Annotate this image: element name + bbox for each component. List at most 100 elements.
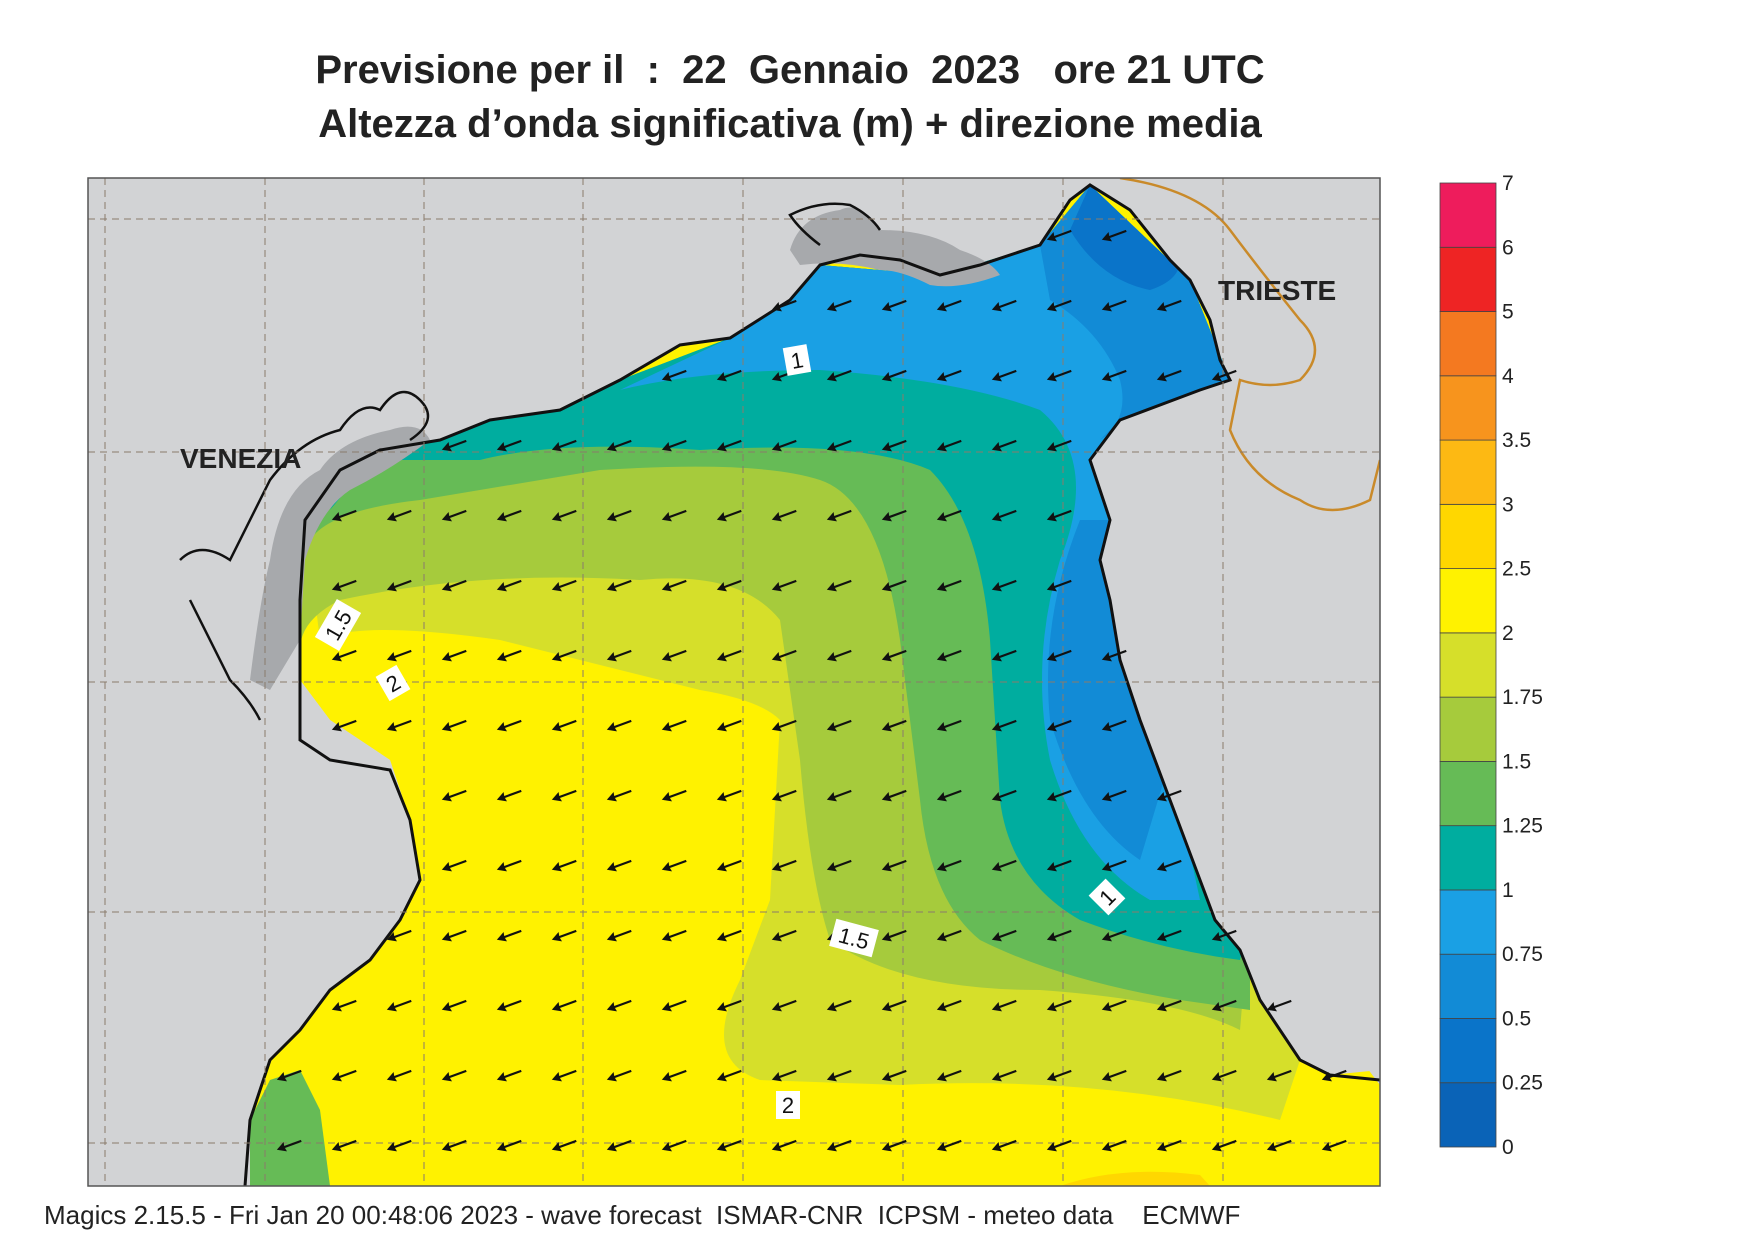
wave-direction-arrow — [606, 509, 632, 522]
city-label-venezia: VENEZIA — [180, 443, 301, 474]
wave-direction-arrow — [1046, 789, 1072, 802]
wave-direction-arrow — [386, 929, 412, 942]
wave-direction-arrow — [551, 509, 577, 522]
wave-direction-arrow — [716, 999, 742, 1012]
wave-direction-arrows — [276, 229, 1347, 1152]
wave-direction-arrow — [1156, 789, 1182, 802]
wave-direction-arrow — [881, 1139, 907, 1152]
wave-direction-arrow — [991, 509, 1017, 522]
wave-direction-arrow — [771, 929, 797, 942]
wave-direction-arrow — [551, 439, 577, 452]
wave-direction-arrow — [1156, 999, 1182, 1012]
legend-swatch — [1439, 503, 1497, 570]
wave-direction-arrow — [496, 1139, 522, 1152]
wave-direction-arrow — [991, 719, 1017, 732]
wave-direction-arrow — [661, 789, 687, 802]
land-northeast — [1070, 178, 1380, 1075]
wave-direction-arrow — [661, 439, 687, 452]
legend-tick-label: 4 — [1502, 365, 1514, 388]
wave-direction-arrow — [551, 719, 577, 732]
wave-direction-arrow — [441, 649, 467, 662]
wave-direction-arrow — [826, 439, 852, 452]
wave-direction-arrow — [276, 1139, 302, 1152]
wave-direction-arrow — [1101, 369, 1127, 382]
national-border — [1119, 178, 1380, 512]
wave-direction-arrow — [771, 859, 797, 872]
wave-direction-arrow — [606, 859, 632, 872]
wave-direction-arrow — [1046, 649, 1072, 662]
wave-direction-arrow — [1046, 859, 1072, 872]
legend-tick-label: 1.75 — [1502, 686, 1543, 709]
wave-direction-arrow — [826, 649, 852, 662]
wave-direction-arrow — [386, 1139, 412, 1152]
legend-swatch — [1439, 632, 1497, 698]
wave-direction-arrow — [826, 999, 852, 1012]
wave-direction-arrow — [1046, 1069, 1072, 1082]
wave-direction-arrow — [936, 299, 962, 312]
legend-tick-label: 6 — [1502, 236, 1514, 259]
legend-swatch — [1439, 953, 1497, 1019]
wave-direction-arrow — [331, 1139, 357, 1152]
legend-swatch — [1439, 1018, 1497, 1084]
wave-direction-arrow — [661, 649, 687, 662]
title-line-1: Previsione per il : 22 Gennaio 2023 ore … — [315, 48, 1265, 92]
wave-direction-arrow — [881, 299, 907, 312]
wave-direction-arrow — [441, 439, 467, 452]
legend-tick-label: 0.25 — [1502, 1072, 1543, 1095]
wave-direction-arrow — [1266, 999, 1292, 1012]
wave-direction-arrow — [661, 509, 687, 522]
wave-direction-arrow — [881, 789, 907, 802]
wave-direction-arrow — [1156, 369, 1182, 382]
wave-direction-arrow — [1156, 859, 1182, 872]
wave-direction-arrow — [441, 579, 467, 592]
wave-direction-arrow — [331, 999, 357, 1012]
land-west — [88, 178, 880, 1186]
wave-direction-arrow — [771, 1069, 797, 1082]
wave-direction-arrow — [661, 1069, 687, 1082]
wave-direction-arrow — [1101, 929, 1127, 942]
lagoon-north — [790, 207, 1000, 287]
wave-direction-arrow — [936, 369, 962, 382]
wave-direction-arrow — [716, 719, 742, 732]
wave-direction-arrow — [991, 789, 1017, 802]
wave-direction-arrow — [496, 999, 522, 1012]
legend-tick-label: 0 — [1502, 1136, 1514, 1159]
wave-direction-arrow — [496, 859, 522, 872]
contour-label: 2 — [782, 1093, 794, 1118]
wave-direction-arrow — [1046, 229, 1072, 242]
wave-direction-arrow — [716, 439, 742, 452]
wave-direction-arrow — [606, 1139, 632, 1152]
lagoon-venice — [250, 426, 430, 690]
wave-direction-arrow — [1101, 229, 1127, 242]
wave-direction-arrow — [826, 369, 852, 382]
wave-direction-arrow — [716, 1069, 742, 1082]
wave-direction-arrow — [441, 1139, 467, 1152]
wave-direction-arrow — [936, 579, 962, 592]
wave-direction-arrow — [496, 1069, 522, 1082]
wave-direction-arrow — [386, 509, 412, 522]
wave-direction-arrow — [1211, 1139, 1237, 1152]
legend-tick-label: 1 — [1502, 879, 1514, 902]
wave-direction-arrow — [551, 1069, 577, 1082]
wave-direction-arrow — [661, 859, 687, 872]
wave-direction-arrow — [991, 999, 1017, 1012]
wave-direction-arrow — [991, 1069, 1017, 1082]
wave-direction-arrow — [661, 719, 687, 732]
wave-direction-arrow — [1101, 299, 1127, 312]
wave-direction-arrow — [606, 999, 632, 1012]
wave-direction-arrow — [1046, 509, 1072, 522]
wave-direction-arrow — [276, 1069, 302, 1082]
wave-direction-arrow — [936, 509, 962, 522]
footer-credits: Magics 2.15.5 - Fri Jan 20 00:48:06 2023… — [44, 1200, 1241, 1230]
lagoon-outline — [179, 202, 882, 721]
wave-direction-arrow — [496, 439, 522, 452]
wave-direction-arrow — [386, 1069, 412, 1082]
wave-direction-arrow — [441, 929, 467, 942]
wave-direction-arrow — [881, 999, 907, 1012]
wave-direction-arrow — [441, 859, 467, 872]
legend-swatch — [1439, 246, 1497, 312]
wave-direction-arrow — [1046, 299, 1072, 312]
wave-direction-arrow — [1101, 1069, 1127, 1082]
wave-direction-arrow — [881, 719, 907, 732]
wave-direction-arrow — [771, 719, 797, 732]
